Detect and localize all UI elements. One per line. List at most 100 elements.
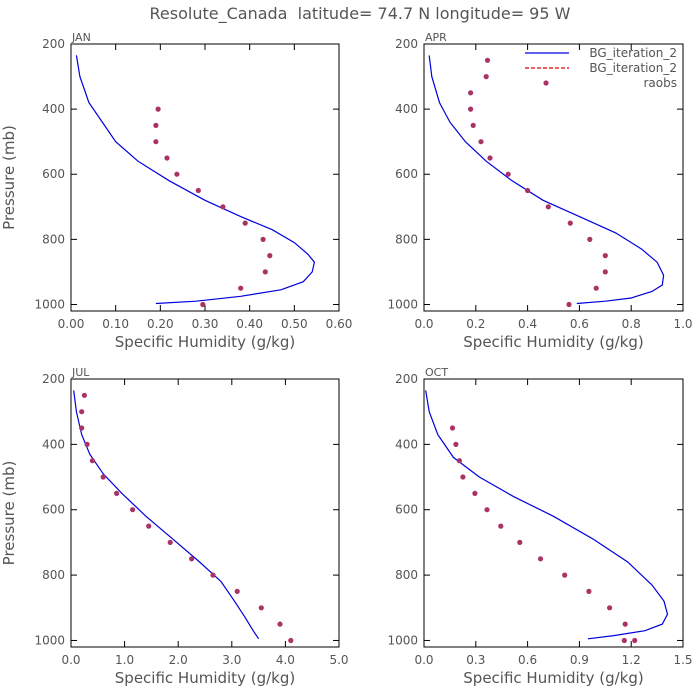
x-tick-label: 0.2 [466, 317, 485, 331]
x-tick-label: 5.0 [329, 653, 348, 667]
y-tick-label: 200 [42, 37, 65, 51]
raobs-point [130, 507, 136, 513]
raobs-point [517, 539, 523, 546]
raobs-point [468, 90, 474, 96]
raobs-point [449, 425, 456, 431]
panel-jul: JUL 0.0 1.0 2.0 3.0 4.0 5.0 200 400 600 800 1000 Spe… [0, 366, 349, 687]
raobs-point [167, 539, 173, 546]
panel-oct: OCT 0.0 0.3 0.6 0.9 1.2 1.5 200 400 600 800 1000 Spe… [387, 366, 692, 687]
raobs-point [453, 441, 459, 447]
model-profile-line [75, 55, 316, 305]
panel-jan: JAN 0.00 0.10 0.20 0.30 0.40 0.50 0.60 200 400 600… [0, 31, 352, 351]
raobs-point [602, 253, 608, 259]
x-tick-label: 0.3 [466, 653, 485, 667]
x-tick-label: 0.6 [570, 317, 589, 331]
y-tick-label: 200 [395, 372, 418, 386]
raobs-point [498, 523, 504, 529]
model-profile-line [73, 390, 260, 640]
raobs-point [258, 605, 264, 611]
raobs-point [537, 556, 544, 562]
model-profile-line [425, 390, 669, 640]
x-tick-label: 0.4 [518, 317, 537, 331]
x-tick-label: 0.10 [102, 317, 129, 331]
figure-title: Resolute_Canada latitude= 74.7 N longitu… [150, 4, 571, 24]
legend-label: BG_iteration_2 [589, 46, 677, 60]
panel-label: JUL [71, 366, 90, 379]
raobs-point [195, 187, 201, 194]
raobs-point [262, 269, 268, 275]
y-tick-label: 200 [395, 37, 418, 51]
raobs-point [260, 236, 266, 242]
raobs-point [505, 171, 511, 177]
raobs-point [567, 220, 573, 226]
x-tick-label: 1.5 [673, 653, 692, 667]
y-tick-label: 1000 [34, 633, 65, 647]
panel-label: JAN [71, 31, 91, 44]
raobs-point [470, 122, 476, 128]
raobs-point [602, 269, 608, 275]
x-axis-label: Specific Humidity (g/kg) [463, 333, 643, 351]
raobs-point [288, 637, 294, 644]
raobs-point [242, 220, 248, 226]
y-tick-label: 800 [395, 232, 418, 246]
x-tick-label: 0.60 [326, 317, 353, 331]
y-tick-label: 400 [395, 437, 418, 451]
x-tick-label: 0.20 [147, 317, 174, 331]
raobs-point [487, 155, 493, 161]
raobs-point [593, 285, 599, 291]
x-tick-label: 0.50 [281, 317, 308, 331]
raobs-point [146, 523, 152, 529]
y-tick-label: 1000 [387, 633, 418, 647]
raobs-point [545, 204, 551, 210]
x-tick-label: 0.40 [236, 317, 263, 331]
plot-frame [423, 43, 684, 312]
x-tick-label: 0.00 [58, 317, 85, 331]
y-tick-label: 1000 [34, 297, 65, 311]
plot-frame [423, 378, 684, 648]
x-tick-label: 0.0 [414, 317, 433, 331]
x-tick-label: 0.9 [570, 653, 589, 667]
raobs-point [79, 409, 85, 415]
y-tick-label: 800 [42, 568, 65, 582]
raobs-point [484, 57, 491, 63]
panel-label: APR [425, 31, 447, 44]
raobs-point [164, 155, 170, 161]
raobs-point [267, 253, 273, 259]
y-tick-label: 600 [395, 167, 418, 181]
chart-panels: JAN 0.00 0.10 0.20 0.30 0.40 0.50 0.60 200 400 600… [0, 31, 693, 687]
x-tick-label: 0.8 [622, 317, 641, 331]
raobs-point [566, 301, 572, 308]
y-tick-label: 400 [42, 102, 65, 116]
y-tick-label: 400 [42, 437, 65, 451]
raobs-point [472, 490, 478, 496]
y-axis-label: Pressure (mb) [0, 125, 18, 230]
raobs-point [100, 474, 106, 480]
raobs-point [79, 425, 85, 431]
raobs-point [238, 285, 244, 291]
raobs-point [153, 122, 159, 128]
y-tick-label: 1000 [387, 297, 418, 311]
x-tick-label: 4.0 [276, 653, 295, 667]
raobs-point [155, 106, 161, 112]
y-tick-label: 800 [42, 232, 65, 246]
y-tick-label: 400 [395, 102, 418, 116]
x-tick-label: 0.6 [518, 653, 537, 667]
raobs-point [460, 474, 466, 480]
x-tick-label: 0.0 [414, 653, 433, 667]
x-axis-label: Specific Humidity (g/kg) [115, 669, 295, 687]
raobs-point [277, 621, 283, 627]
raobs-point [84, 441, 90, 447]
legend-label: raobs [644, 76, 678, 90]
y-tick-label: 800 [395, 568, 418, 582]
raobs-point [484, 507, 490, 513]
y-tick-label: 200 [42, 372, 65, 386]
legend-label: BG_iteration_2 [589, 61, 677, 75]
raobs-point [586, 588, 592, 595]
raobs-point [483, 74, 489, 80]
y-axis-label: Pressure (mb) [0, 461, 18, 566]
x-tick-label: 3.0 [222, 653, 241, 667]
raobs-point [174, 171, 180, 177]
y-tick-label: 600 [395, 503, 418, 517]
